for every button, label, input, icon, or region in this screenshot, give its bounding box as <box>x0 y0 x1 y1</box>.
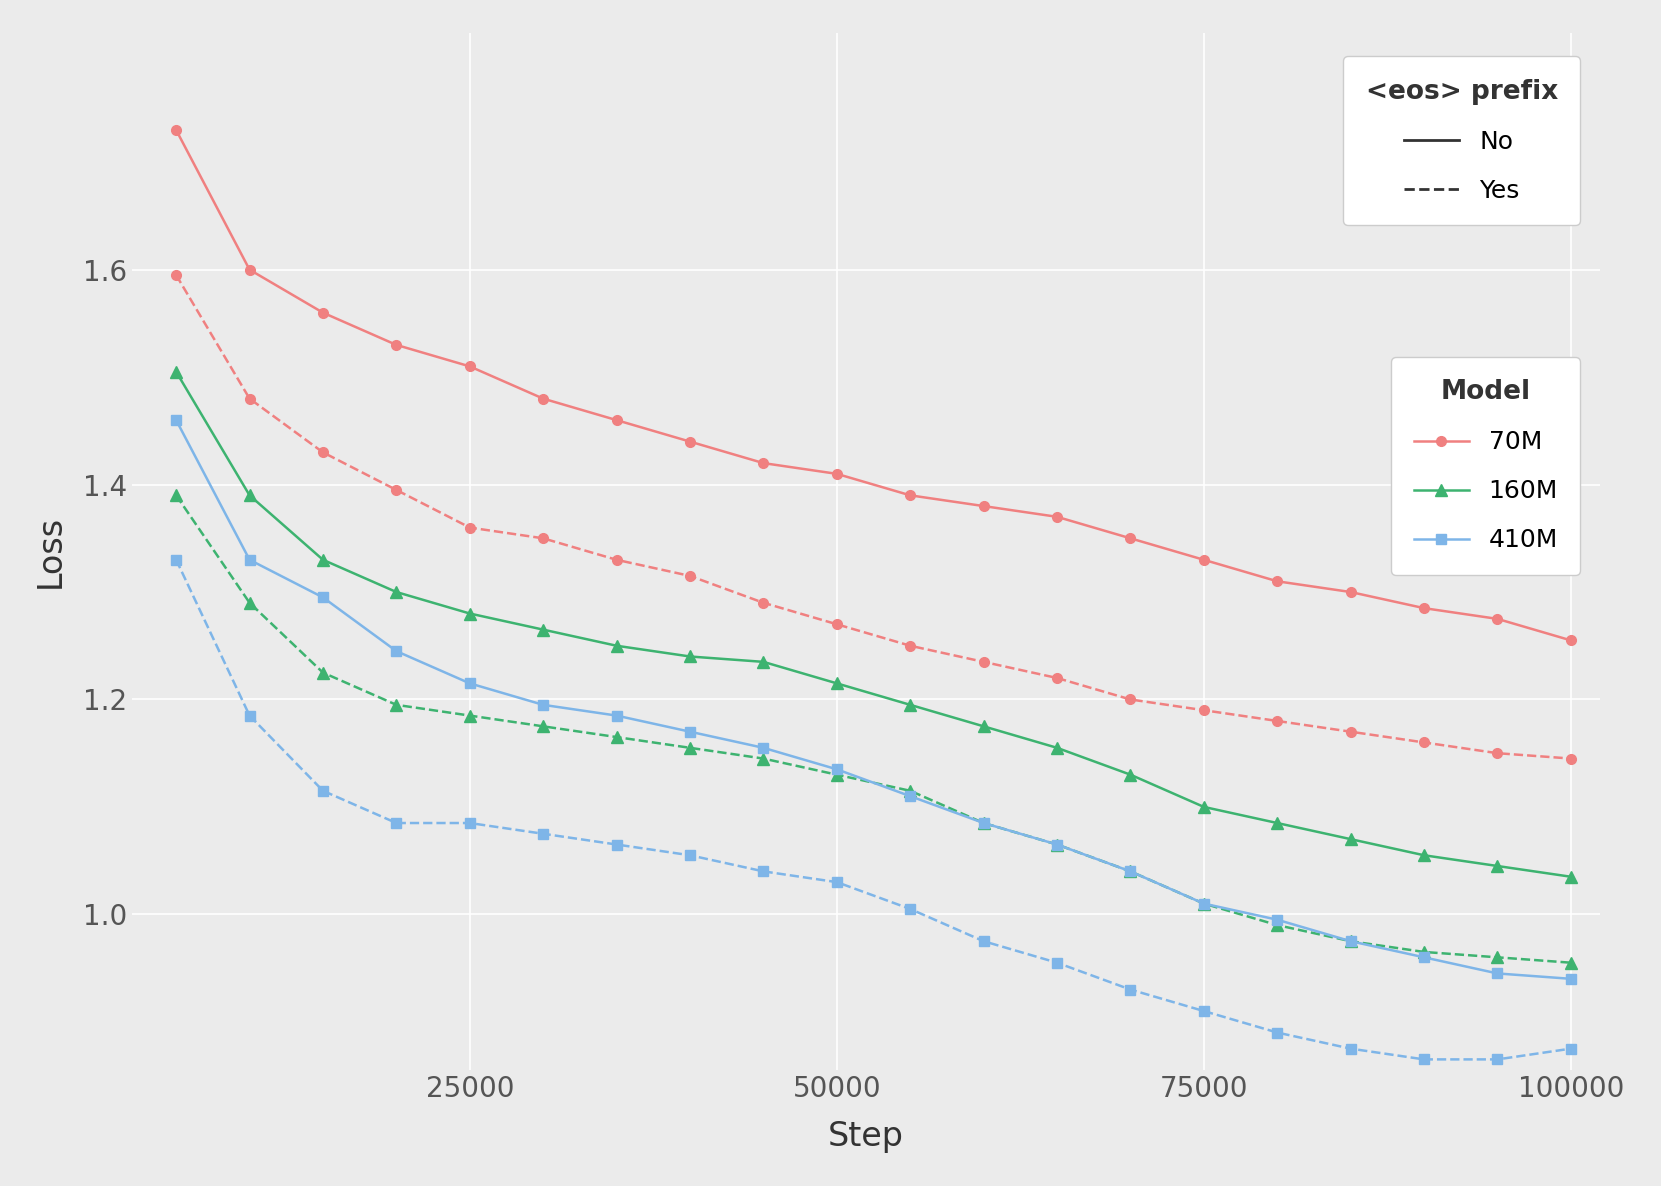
Y-axis label: Loss: Loss <box>33 515 66 588</box>
Legend: 70M, 160M, 410M: 70M, 160M, 410M <box>1390 357 1580 575</box>
X-axis label: Step: Step <box>829 1120 904 1153</box>
